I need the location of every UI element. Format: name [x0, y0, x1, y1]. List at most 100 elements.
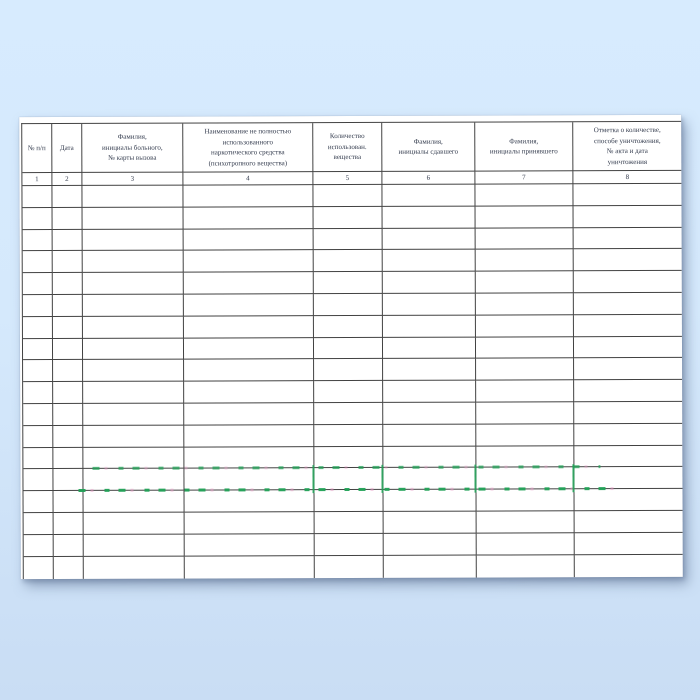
empty-cell: [383, 511, 477, 534]
empty-cell: [52, 251, 83, 274]
empty-cell: [83, 490, 185, 513]
empty-cell: [183, 294, 314, 317]
empty-cell: [82, 316, 184, 339]
empty-cell: [184, 381, 315, 404]
empty-cell: [382, 315, 476, 338]
empty-cell: [574, 401, 683, 424]
empty-cell: [52, 207, 83, 230]
empty-cell: [183, 185, 314, 208]
empty-cell: [313, 337, 384, 360]
empty-cell: [184, 555, 315, 579]
empty-cell: [53, 556, 84, 580]
column-number: 5: [313, 171, 383, 186]
column-number: 6: [382, 171, 476, 185]
empty-cell: [314, 381, 384, 404]
empty-cell: [383, 489, 477, 512]
column-header: Наименование не полностью использованног…: [183, 123, 314, 173]
empty-cell: [53, 403, 84, 426]
empty-cell: [382, 206, 476, 229]
empty-cell: [184, 403, 315, 426]
empty-cell: [574, 380, 683, 403]
empty-cell: [314, 511, 384, 534]
empty-cell: [574, 423, 683, 446]
empty-cell: [23, 425, 54, 448]
empty-cell: [22, 207, 53, 230]
empty-cell: [83, 359, 185, 383]
empty-cell: [184, 490, 315, 513]
empty-cell: [83, 403, 185, 426]
empty-cell: [82, 338, 185, 361]
empty-cell: [52, 338, 84, 361]
empty-cell: [382, 249, 476, 273]
empty-cell: [314, 359, 384, 382]
empty-cell: [573, 314, 682, 337]
empty-cell: [476, 358, 575, 381]
empty-cell: [475, 293, 574, 316]
empty-cell: [573, 227, 682, 250]
empty-cell: [52, 294, 83, 317]
empty-cell: [313, 250, 383, 273]
column-number: 2: [52, 172, 83, 187]
empty-cell: [183, 250, 314, 273]
empty-cell: [574, 510, 683, 533]
empty-cell: [53, 512, 84, 535]
empty-cell: [383, 380, 477, 403]
empty-cell: [574, 467, 683, 490]
column-number: 7: [475, 171, 574, 185]
empty-cell: [573, 249, 682, 272]
column-header: Дата: [52, 123, 83, 174]
watermark-tick: [312, 465, 315, 494]
empty-cell: [476, 511, 575, 534]
column-header: Отметка о количестве, способе уничтожени…: [573, 121, 682, 172]
empty-cell: [23, 512, 54, 535]
empty-cell: [83, 381, 185, 404]
empty-cell: [22, 273, 53, 296]
empty-cell: [23, 534, 54, 557]
empty-cell: [475, 315, 574, 338]
empty-cell: [23, 360, 54, 383]
empty-cell: [82, 229, 184, 252]
empty-cell: [476, 380, 575, 403]
empty-cell: [475, 336, 575, 359]
paper-sheet: № п/п Дата Фамилия, инициалы больного, № к…: [19, 114, 683, 580]
empty-cell: [183, 272, 314, 295]
empty-cell: [383, 424, 477, 447]
empty-cell: [22, 251, 53, 274]
watermark-tick: [474, 464, 477, 493]
empty-cell: [573, 271, 682, 294]
empty-cell: [23, 556, 54, 580]
empty-cell: [383, 533, 477, 556]
empty-cell: [23, 491, 54, 514]
empty-cell: [52, 273, 83, 296]
empty-cell: [314, 424, 384, 447]
register-table: № п/п Дата Фамилия, инициалы больного, № к…: [21, 120, 683, 580]
empty-cell: [184, 359, 315, 382]
empty-cell: [82, 294, 184, 317]
empty-cell: [573, 183, 682, 207]
column-header: Фамилия, инициалы принявшего: [475, 122, 574, 172]
empty-cell: [383, 555, 477, 578]
empty-cell: [22, 186, 53, 208]
column-header: Фамилия, инициалы больного, № карты вызо…: [82, 123, 184, 173]
empty-cell: [313, 272, 383, 295]
column-header: № п/п: [22, 124, 53, 174]
empty-cell: [475, 206, 574, 229]
empty-cell: [82, 185, 184, 208]
empty-cell: [183, 206, 314, 230]
empty-cell: [83, 556, 185, 579]
empty-cell: [52, 185, 83, 208]
empty-cell: [53, 534, 84, 557]
empty-cell: [23, 382, 54, 405]
empty-cell: [383, 402, 477, 425]
empty-cell: [23, 404, 54, 426]
empty-cell: [476, 423, 575, 447]
empty-cell: [52, 316, 83, 339]
empty-cell: [314, 555, 384, 579]
empty-cell: [53, 425, 84, 448]
empty-cell: [53, 382, 84, 405]
empty-cell: [573, 205, 682, 228]
empty-cell: [82, 272, 184, 295]
empty-cell: [313, 293, 383, 316]
empty-cell: [184, 424, 315, 448]
